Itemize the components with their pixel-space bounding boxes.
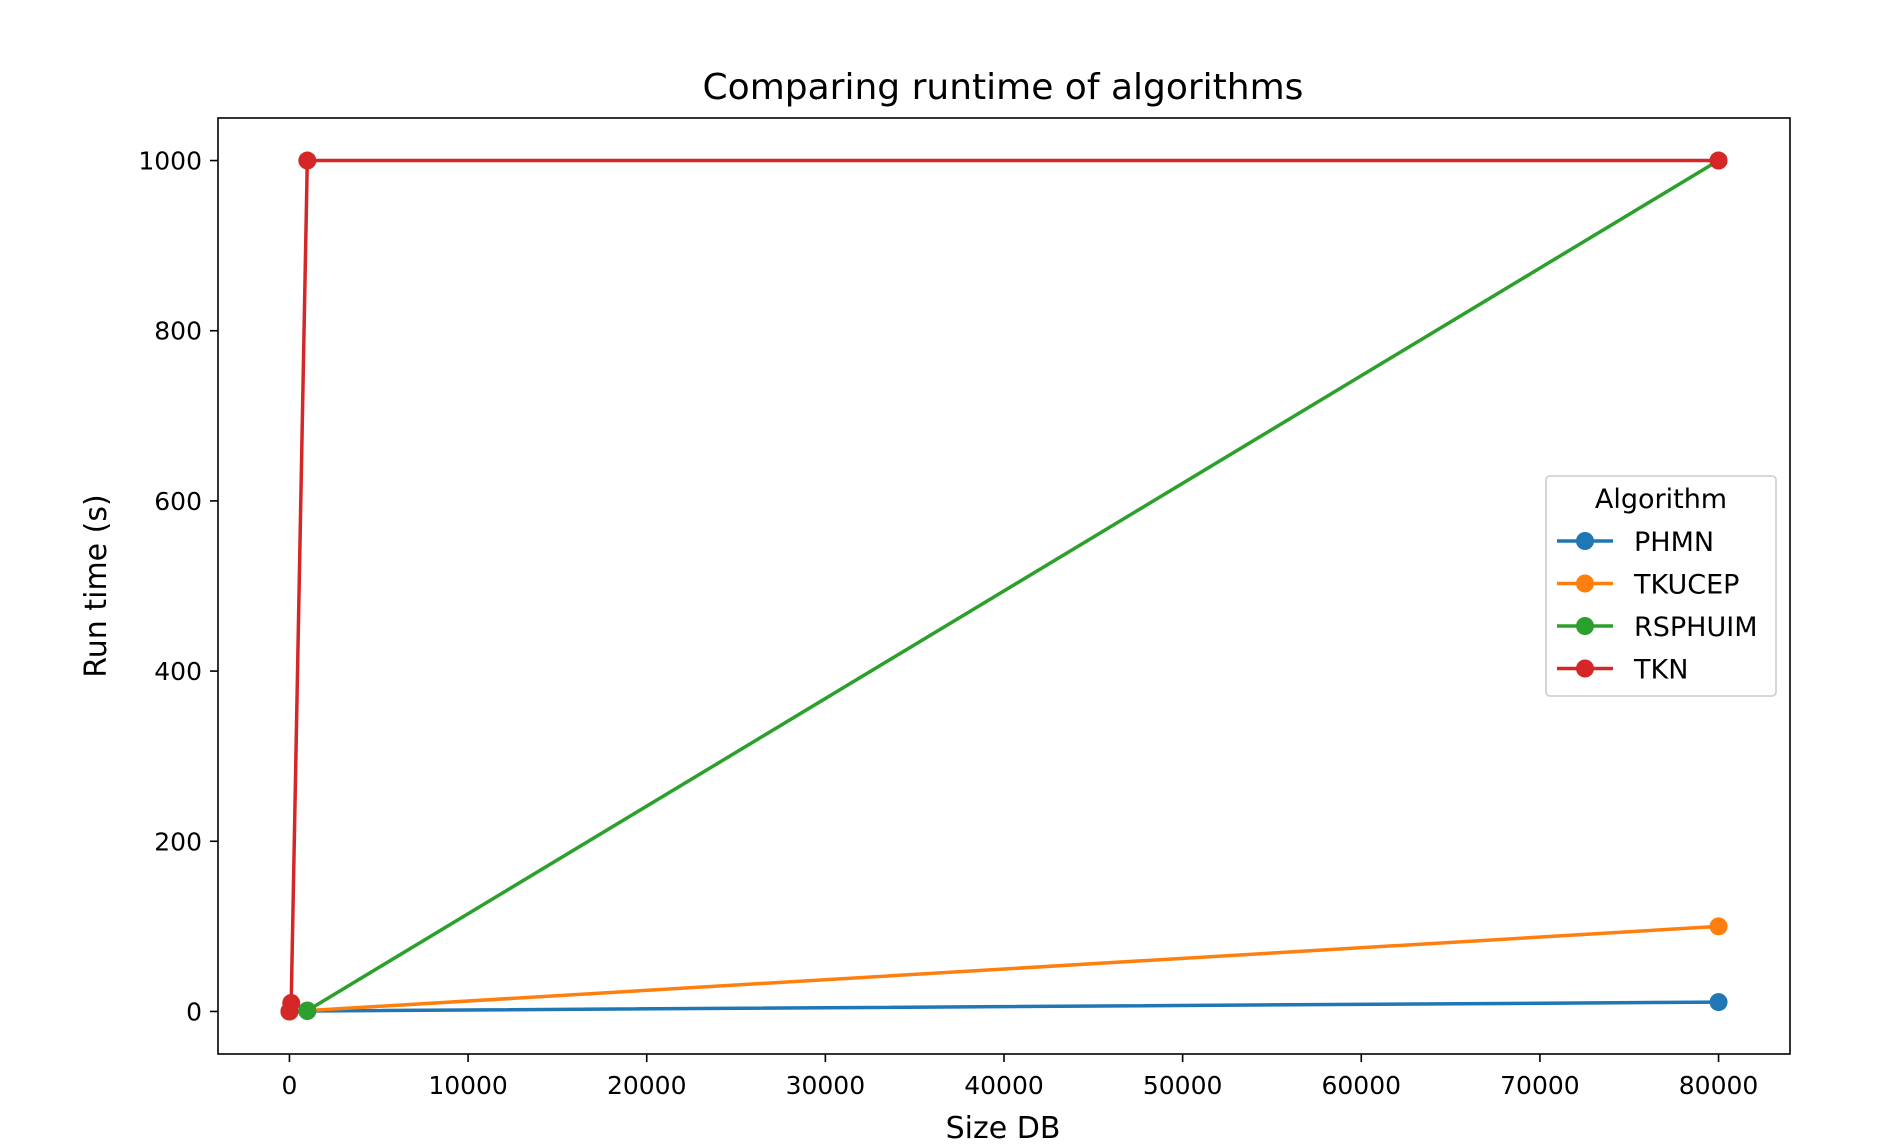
data-point	[1709, 993, 1728, 1012]
data-point	[298, 1001, 317, 1020]
x-axis-ticks: 0 10000 20000 30000 40000 50000 60000 70000 8000…	[282, 1054, 1759, 1100]
legend-item: PHMN	[1557, 527, 1714, 558]
x-tick-label: 70000	[1500, 1071, 1580, 1100]
x-tick-label: 0	[282, 1071, 298, 1100]
legend-label: TKUCEP	[1633, 570, 1739, 601]
legend-marker	[1576, 574, 1594, 593]
x-tick-label: 30000	[786, 1071, 866, 1100]
legend-label: RSPHUIM	[1634, 612, 1758, 643]
x-tick-label: 80000	[1679, 1071, 1759, 1100]
legend-item: TKN	[1557, 655, 1688, 686]
data-point	[298, 151, 317, 170]
y-tick-label: 600	[154, 487, 202, 516]
data-point	[1709, 151, 1728, 170]
legend-item: RSPHUIM	[1557, 612, 1758, 643]
series-layer	[280, 151, 1728, 1021]
y-tick-label: 1000	[138, 147, 202, 176]
legend-items: PHMN TKUCEP RSPHUIM TKN	[1557, 527, 1758, 686]
y-tick-label: 400	[154, 657, 202, 686]
x-tick-label: 50000	[1143, 1071, 1223, 1100]
y-tick-label: 200	[154, 827, 202, 856]
data-point	[1709, 917, 1728, 936]
chart-title: Comparing runtime of algorithms	[703, 67, 1304, 108]
legend: Algorithm PHMN TKUCEP RSPHUIM TKN	[1545, 475, 1777, 697]
y-axis-title: Run time (s)	[79, 494, 114, 677]
legend-marker	[1576, 617, 1594, 635]
legend-item: TKUCEP	[1557, 570, 1739, 601]
y-tick-label: 800	[154, 317, 202, 346]
x-tick-label: 20000	[607, 1071, 687, 1100]
y-axis-ticks: 0 200 400 600 800 1000	[138, 147, 218, 1026]
x-tick-label: 10000	[428, 1071, 508, 1100]
series-tkn	[280, 151, 1728, 1021]
x-tick-label: 40000	[964, 1071, 1044, 1100]
legend-box	[1545, 475, 1777, 697]
legend-label: TKN	[1633, 655, 1688, 686]
legend-marker	[1576, 532, 1594, 550]
y-tick-label: 0	[186, 997, 202, 1026]
x-axis-title: Size DB	[946, 1111, 1061, 1146]
legend-label: PHMN	[1634, 527, 1714, 558]
legend-title: Algorithm	[1595, 484, 1727, 515]
data-point	[282, 993, 301, 1012]
legend-marker	[1576, 659, 1594, 678]
x-tick-label: 60000	[1322, 1071, 1402, 1100]
